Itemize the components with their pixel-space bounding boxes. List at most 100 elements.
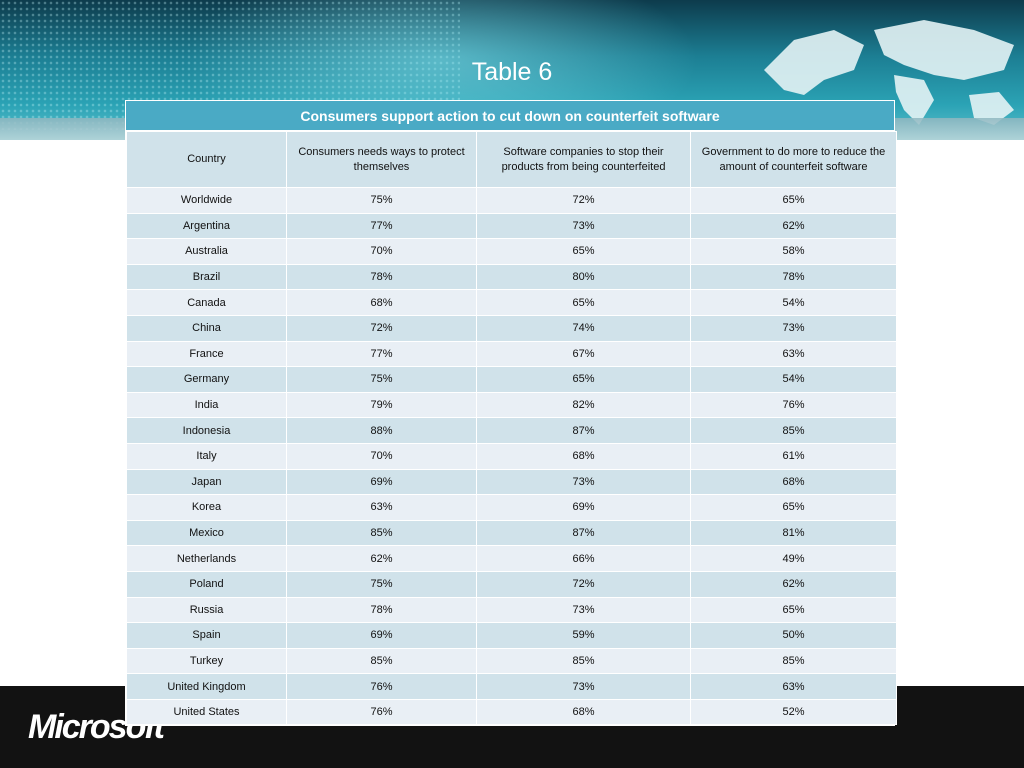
cell-software-companies: 87% [476,417,691,444]
cell-government: 50% [690,622,897,649]
cell-country: Mexico [126,519,287,547]
cell-country: United Kingdom [126,673,287,700]
table-row: Mexico 85% 87% 81% [126,519,897,547]
cell-consumers: 77% [286,340,477,368]
cell-consumers: 76% [286,673,477,700]
cell-government: 85% [690,647,897,675]
cell-software-companies: 72% [476,570,691,598]
table-row: Italy 70% 68% 61% [126,442,897,470]
table-row: India 79% 82% 76% [126,391,897,419]
table-row: Netherlands 62% 66% 49% [126,545,897,572]
table-row: Spain 69% 59% 50% [126,622,897,649]
table-row: France 77% 67% 63% [126,340,897,368]
cell-software-companies: 69% [476,494,691,521]
cell-country: Turkey [126,647,287,675]
cell-consumers: 75% [286,366,477,393]
cell-government: 65% [690,494,897,521]
cell-government: 54% [690,366,897,393]
cell-consumers: 75% [286,187,477,214]
cell-software-companies: 68% [476,698,691,726]
cell-government: 81% [690,519,897,547]
table-row: China 72% 74% 73% [126,314,897,342]
cell-consumers: 75% [286,570,477,598]
cell-government: 65% [690,187,897,214]
cell-government: 76% [690,391,897,419]
table-row: Brazil 78% 80% 78% [126,263,897,291]
cell-country: Argentina [126,212,287,240]
table-row: Poland 75% 72% 62% [126,570,897,598]
table-row: United States 76% 68% 52% [126,698,897,726]
cell-government: 62% [690,212,897,240]
cell-software-companies: 73% [476,468,691,496]
cell-country: Japan [126,468,287,496]
cell-software-companies: 73% [476,596,691,624]
table-row: Turkey 85% 85% 85% [126,647,897,675]
column-header-country: Country [126,131,287,188]
cell-consumers: 85% [286,647,477,675]
cell-consumers: 70% [286,442,477,470]
column-header-consumers: Consumers needs ways to protect themselv… [286,131,477,188]
data-table: Country Consumers needs ways to protect … [126,131,897,726]
cell-consumers: 88% [286,417,477,444]
cell-country: India [126,391,287,419]
cell-country: Korea [126,494,287,521]
cell-government: 49% [690,545,897,572]
cell-software-companies: 66% [476,545,691,572]
table-caption: Consumers support action to cut down on … [126,101,894,131]
cell-country: Poland [126,570,287,598]
cell-consumers: 62% [286,545,477,572]
cell-country: Russia [126,596,287,624]
cell-government: 78% [690,263,897,291]
column-header-software-companies: Software companies to stop their product… [476,131,691,188]
table-row: Japan 69% 73% 68% [126,468,897,496]
cell-consumers: 68% [286,289,477,316]
cell-government: 63% [690,673,897,700]
cell-country: United States [126,698,287,726]
cell-software-companies: 73% [476,212,691,240]
cell-consumers: 78% [286,596,477,624]
cell-government: 54% [690,289,897,316]
cell-consumers: 70% [286,238,477,265]
cell-country: Spain [126,622,287,649]
cell-government: 52% [690,698,897,726]
table-row: Worldwide 75% 72% 65% [126,187,897,214]
cell-government: 85% [690,417,897,444]
cell-software-companies: 65% [476,238,691,265]
slide-title: Table 6 [471,58,553,86]
cell-consumers: 63% [286,494,477,521]
cell-country: Australia [126,238,287,265]
table-row: United Kingdom 76% 73% 63% [126,673,897,700]
cell-software-companies: 65% [476,289,691,316]
table-row: Russia 78% 73% 65% [126,596,897,624]
table-row: Korea 63% 69% 65% [126,494,897,521]
cell-country: Italy [126,442,287,470]
cell-country: France [126,340,287,368]
table-row: Australia 70% 65% 58% [126,238,897,265]
cell-consumers: 69% [286,622,477,649]
cell-government: 65% [690,596,897,624]
cell-software-companies: 67% [476,340,691,368]
cell-consumers: 69% [286,468,477,496]
cell-government: 68% [690,468,897,496]
table-row: Germany 75% 65% 54% [126,366,897,393]
cell-software-companies: 82% [476,391,691,419]
table-row: Indonesia 88% 87% 85% [126,417,897,444]
cell-software-companies: 74% [476,314,691,342]
data-table-container: Consumers support action to cut down on … [125,100,897,727]
cell-country: Canada [126,289,287,316]
cell-software-companies: 85% [476,647,691,675]
cell-software-companies: 65% [476,366,691,393]
cell-government: 61% [690,442,897,470]
cell-consumers: 85% [286,519,477,547]
cell-government: 73% [690,314,897,342]
cell-government: 58% [690,238,897,265]
cell-country: Brazil [126,263,287,291]
world-map-graphic [764,20,1014,125]
cell-government: 63% [690,340,897,368]
table-body: Worldwide 75% 72% 65% Argentina 77% 73% 62% Aust… [126,187,897,726]
cell-consumers: 79% [286,391,477,419]
cell-consumers: 76% [286,698,477,726]
cell-software-companies: 72% [476,187,691,214]
cell-country: Netherlands [126,545,287,572]
cell-country: Indonesia [126,417,287,444]
